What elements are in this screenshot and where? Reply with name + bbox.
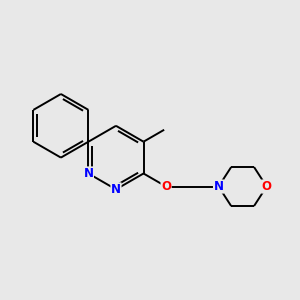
Text: N: N: [214, 180, 224, 193]
Text: N: N: [83, 167, 93, 180]
Text: O: O: [262, 180, 272, 193]
Text: O: O: [161, 180, 171, 193]
Text: N: N: [111, 183, 121, 196]
